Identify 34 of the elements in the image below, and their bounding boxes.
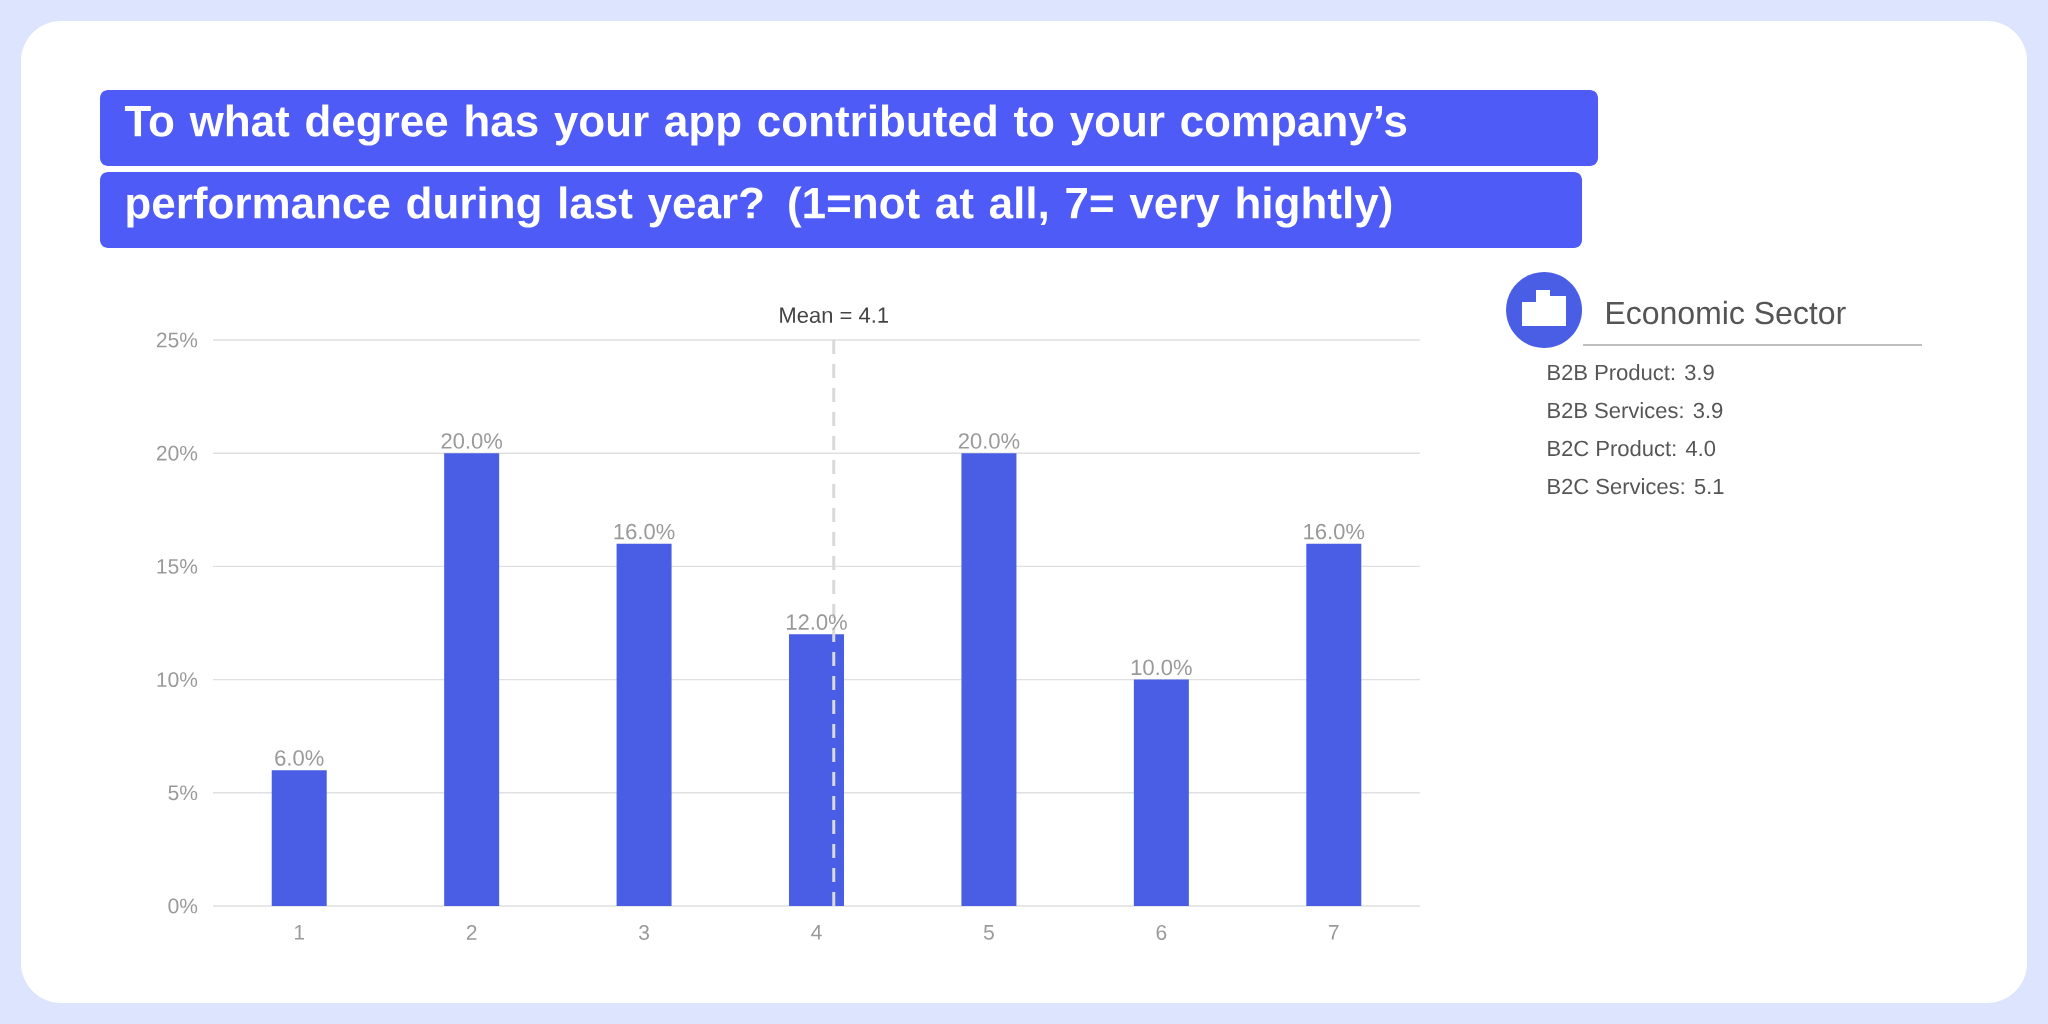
y-tick-label: 0% xyxy=(168,898,198,914)
data-label: 12.0% xyxy=(786,614,847,630)
x-tick-label: 3 xyxy=(639,925,649,940)
data-label: 10.0% xyxy=(1131,659,1192,676)
x-tick-label: 5 xyxy=(983,925,994,940)
y-tick-label: 10% xyxy=(157,672,198,688)
x-tick-label: 2 xyxy=(466,925,477,940)
data-label: 16.0% xyxy=(614,523,675,540)
data-label: 20.0% xyxy=(958,433,1020,449)
data-label: 6.0% xyxy=(275,750,324,766)
data-label: 16.0% xyxy=(1304,523,1365,540)
bar xyxy=(961,453,1017,906)
text: B2B Services: 3.9 xyxy=(1548,402,1723,419)
y-tick-label: 5% xyxy=(168,785,198,801)
x-tick-label: 1 xyxy=(294,925,305,940)
bar xyxy=(444,453,500,906)
text: Economic Sector xyxy=(1607,300,1846,325)
bar xyxy=(1133,679,1189,906)
y-tick-label: 25% xyxy=(156,332,198,348)
x-tick-label: 6 xyxy=(1156,925,1167,940)
ref-line-label: Mean = 4.1 xyxy=(780,307,888,323)
x-tick-label: 4 xyxy=(811,925,822,940)
y-tick-label: 15% xyxy=(157,559,198,574)
chart-title: To what degree has your app contributed to your company’s performance during last year? (1=not at all, 7= very hightly) xyxy=(124,104,1407,228)
x-tick-label: 7 xyxy=(1329,925,1339,940)
text: B2C Product: 4.0 xyxy=(1548,440,1716,457)
y-tick-label: 20% xyxy=(156,445,198,461)
bar xyxy=(789,634,845,906)
data-label: 20.0% xyxy=(441,433,503,449)
text: B2B Product: 3.9 xyxy=(1548,364,1714,381)
bar xyxy=(271,770,327,906)
text: B2C Services: 5.1 xyxy=(1548,478,1724,495)
bar xyxy=(616,543,672,906)
bar xyxy=(1306,543,1362,906)
